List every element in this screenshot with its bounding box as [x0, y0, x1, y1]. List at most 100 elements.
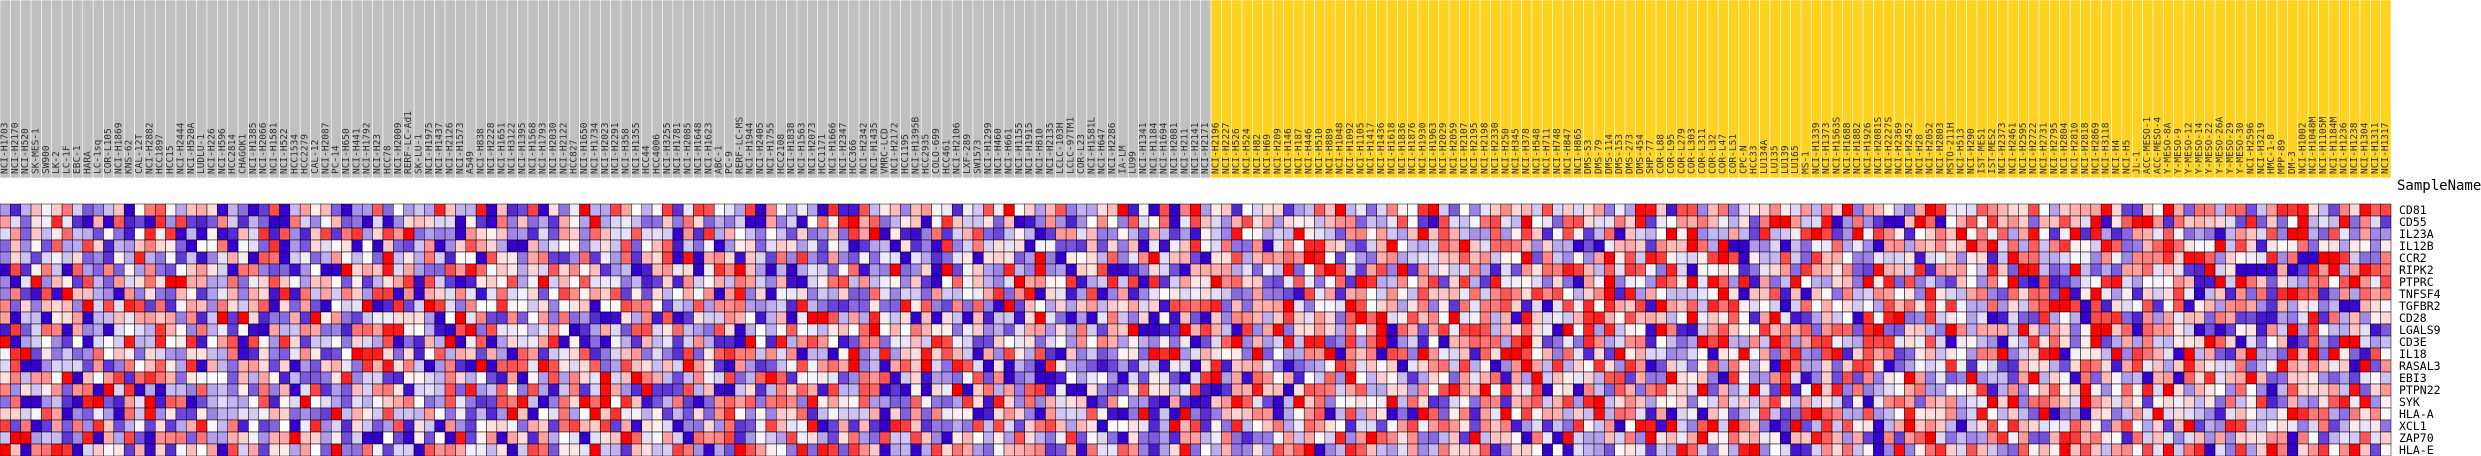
sample-label: NCI-H1317 [2380, 123, 2391, 174]
heatmap-cell [1510, 275, 1522, 289]
heatmap-cell [268, 239, 280, 253]
heatmap-cell [1076, 383, 1088, 397]
heatmap-cell [1707, 419, 1719, 433]
sample-label: DMS-273 [1625, 134, 1636, 174]
heatmap-cell [641, 251, 653, 265]
heatmap-cell [1438, 431, 1450, 445]
heatmap-cell [1738, 323, 1750, 337]
heatmap-cell [2349, 263, 2361, 277]
heatmap-cell [579, 227, 591, 241]
sample-label: HCC1534 [289, 134, 300, 174]
heatmap-cell [2359, 299, 2371, 313]
heatmap-cell [2163, 395, 2174, 409]
heatmap-cell [838, 299, 850, 313]
heatmap-cell [0, 371, 11, 385]
heatmap-cell [144, 227, 156, 241]
heatmap-cell [1935, 323, 1947, 337]
heatmap-cell [1749, 311, 1760, 325]
heatmap-cell [382, 215, 394, 229]
heatmap-cell [1479, 215, 1491, 229]
heatmap-cell [1676, 203, 1688, 217]
heatmap-cell [1076, 347, 1088, 361]
heatmap-cell [682, 335, 694, 349]
heatmap-cell [1552, 287, 1564, 301]
heatmap-cell [2059, 299, 2071, 313]
heatmap-cell [1459, 215, 1471, 229]
heatmap-cell [2204, 371, 2216, 385]
heatmap-cell [2100, 335, 2112, 349]
heatmap-cell [1055, 395, 1067, 409]
heatmap-cell [765, 203, 777, 217]
heatmap-cell [1314, 239, 1326, 253]
heatmap-cell [475, 407, 487, 421]
heatmap-cell [1862, 203, 1874, 217]
sample-label: NCI-H1618 [1386, 122, 1397, 174]
heatmap-cell [983, 203, 994, 217]
heatmap-cell [434, 251, 446, 265]
sample-label: LU165 [1790, 145, 1801, 174]
heatmap-cell [1552, 251, 1564, 265]
heatmap-cell [537, 299, 549, 313]
heatmap-cell [1604, 371, 1615, 385]
heatmap-cell [103, 251, 115, 265]
heatmap-cell [103, 359, 115, 373]
heatmap-cell [2370, 407, 2381, 421]
heatmap-cell [475, 335, 487, 349]
heatmap-cell [983, 407, 994, 421]
heatmap-cell [330, 371, 342, 385]
sample-label: LCLC-97TM1 [1066, 117, 1077, 174]
heatmap-cell [1293, 347, 1305, 361]
heatmap-cell [537, 263, 549, 277]
heatmap-cell [113, 395, 125, 409]
heatmap-cell [1852, 275, 1864, 289]
heatmap-cell [1604, 287, 1615, 301]
heatmap-cell [393, 335, 404, 349]
heatmap-cell [569, 359, 580, 373]
heatmap-cell [1345, 287, 1357, 301]
heatmap-cell [1842, 251, 1854, 265]
heatmap-cell [651, 335, 663, 349]
heatmap-cell [1210, 287, 1222, 301]
heatmap-cell [941, 359, 953, 373]
heatmap-cell [30, 407, 42, 421]
heatmap-cell [1624, 275, 1636, 289]
heatmap-cell [2338, 371, 2350, 385]
heatmap-cell [651, 323, 663, 337]
heatmap-cell [1956, 203, 1967, 217]
heatmap-cell [2328, 395, 2340, 409]
heatmap-cell [1924, 263, 1936, 277]
heatmap-cell [496, 335, 508, 349]
heatmap-cell [1148, 275, 1160, 289]
heatmap-cell [983, 287, 994, 301]
heatmap-cell [1593, 215, 1605, 229]
heatmap-cell [900, 383, 912, 397]
heatmap-cell [1635, 275, 1647, 289]
heatmap-cell [755, 335, 767, 349]
heatmap-cell [1976, 299, 1988, 313]
heatmap-cell [1624, 287, 1636, 301]
heatmap-cell [2173, 299, 2185, 313]
heatmap-cell [2194, 227, 2205, 241]
heatmap-cell [1024, 323, 1036, 337]
heatmap-cell [279, 407, 291, 421]
heatmap-cell [2131, 347, 2143, 361]
sample-label: NCI-H1105M [2318, 117, 2329, 174]
heatmap-cell [113, 251, 125, 265]
heatmap-cell [1241, 395, 1253, 409]
heatmap-cell [362, 335, 373, 349]
heatmap-cell [1293, 227, 1305, 241]
heatmap-cell [41, 203, 53, 217]
heatmap-cell [2173, 359, 2185, 373]
heatmap-cell [1210, 215, 1222, 229]
heatmap-cell [237, 251, 249, 265]
heatmap-cell [1241, 227, 1253, 241]
heatmap-cell [558, 311, 570, 325]
heatmap-cell [0, 215, 11, 229]
heatmap-cell [1127, 335, 1139, 349]
heatmap-cell [1852, 299, 1864, 313]
heatmap-cell [1127, 407, 1139, 421]
heatmap-cell [2131, 215, 2143, 229]
heatmap-cell [920, 335, 932, 349]
heatmap-cell [693, 431, 705, 445]
heatmap-cell [393, 227, 404, 241]
